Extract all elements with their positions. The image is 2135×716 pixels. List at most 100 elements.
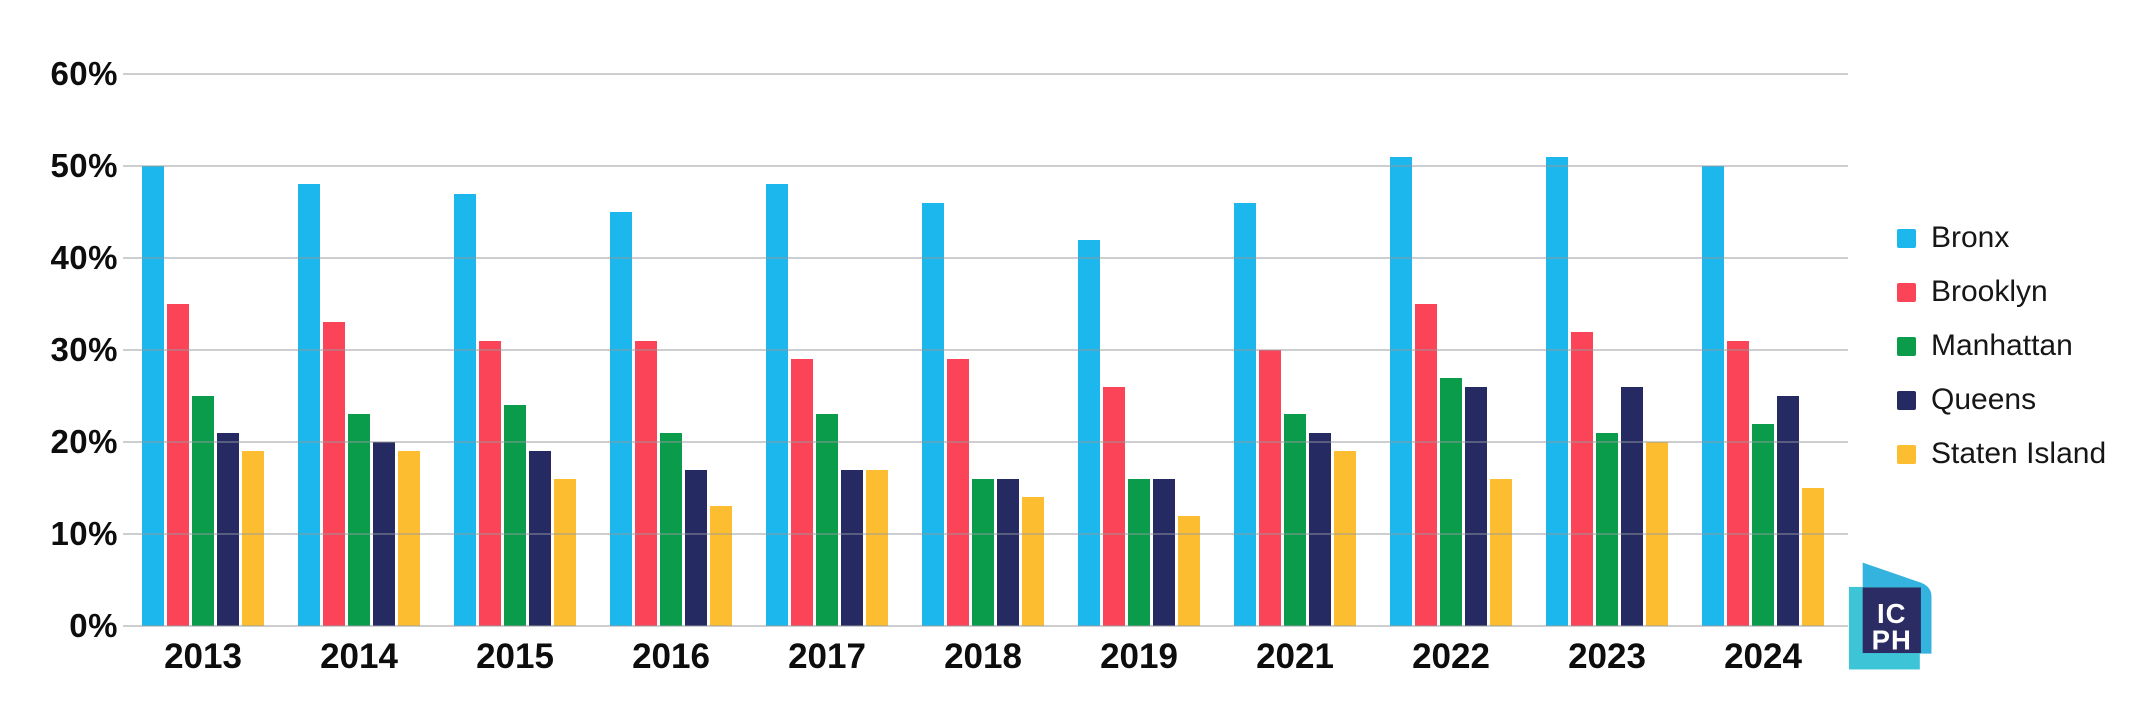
- bar-bronx: [1234, 202, 1256, 626]
- bar-brooklyn: [1727, 340, 1749, 626]
- bar-bronx: [922, 202, 944, 626]
- x-axis-label: 2014: [320, 637, 398, 676]
- legend-swatch-queens: [1897, 390, 1916, 410]
- gridline: [123, 349, 1848, 351]
- bar-manhattan: [1128, 478, 1150, 626]
- bar-manhattan: [348, 414, 370, 626]
- bar-staten-island: [710, 506, 732, 626]
- bar-bronx: [610, 212, 632, 626]
- bar-staten-island: [1646, 442, 1668, 626]
- logo-navy-square: [1862, 587, 1921, 654]
- legend-item-brooklyn: Brooklyn: [1897, 265, 2106, 319]
- bar-bronx: [298, 184, 320, 626]
- y-axis-label: 50%: [50, 147, 118, 184]
- bar-bronx: [1390, 156, 1412, 626]
- y-axis-label: 10%: [50, 515, 118, 552]
- bar-brooklyn: [479, 340, 501, 626]
- bar-brooklyn: [1103, 386, 1125, 626]
- bar-brooklyn: [1415, 304, 1437, 626]
- gridline: [123, 257, 1848, 259]
- bar-bronx: [1078, 239, 1100, 626]
- x-axis-label: 2023: [1568, 637, 1646, 676]
- y-axis-label: 0%: [69, 607, 118, 644]
- bar-queens: [217, 432, 239, 626]
- bar-queens: [841, 469, 863, 626]
- x-axis-label: 2017: [788, 637, 866, 676]
- legend-swatch-bronx: [1897, 228, 1916, 248]
- x-axis-label: 2022: [1412, 637, 1490, 676]
- bar-manhattan: [1596, 432, 1618, 626]
- bar-manhattan: [192, 396, 214, 626]
- legend-label: Staten Island: [1931, 437, 2107, 470]
- logo-text-line2: PH: [1872, 624, 1912, 655]
- bar-queens: [373, 442, 395, 626]
- legend-item-manhattan: Manhattan: [1897, 319, 2106, 373]
- gridline: [123, 625, 1848, 627]
- bar-staten-island: [1178, 515, 1200, 626]
- bar-queens: [997, 478, 1019, 626]
- bar-staten-island: [1022, 497, 1044, 626]
- bar-bronx: [1702, 166, 1724, 626]
- y-axis-label: 20%: [50, 423, 118, 460]
- gridline: [123, 165, 1848, 167]
- bar-staten-island: [1334, 451, 1356, 626]
- legend-item-queens: Queens: [1897, 373, 2106, 427]
- bar-manhattan: [504, 405, 526, 626]
- x-axis-label: 2015: [476, 637, 554, 676]
- bar-manhattan: [1440, 377, 1462, 626]
- bar-brooklyn: [323, 322, 345, 626]
- bar-bronx: [766, 184, 788, 626]
- x-axis-label: 2024: [1724, 637, 1802, 676]
- x-axis-label: 2019: [1100, 637, 1178, 676]
- legend-label: Manhattan: [1931, 329, 2073, 362]
- icph-logo: IC PH: [1848, 562, 1932, 670]
- legend-swatch-staten-island: [1897, 444, 1916, 464]
- bar-bronx: [1546, 156, 1568, 626]
- x-axis-label: 2013: [164, 637, 242, 676]
- bar-bronx: [454, 193, 476, 626]
- bar-queens: [1777, 396, 1799, 626]
- bar-queens: [1309, 432, 1331, 626]
- y-axis-label: 40%: [50, 239, 118, 276]
- bar-manhattan: [972, 478, 994, 626]
- legend-label: Bronx: [1931, 221, 2010, 254]
- y-axis-label: 60%: [50, 55, 118, 92]
- bar-brooklyn: [635, 340, 657, 626]
- bar-staten-island: [1490, 478, 1512, 626]
- bar-staten-island: [866, 469, 888, 626]
- bar-brooklyn: [791, 359, 813, 626]
- bar-staten-island: [398, 451, 420, 626]
- logo-text-line1: IC: [1877, 598, 1907, 629]
- x-axis-label: 2016: [632, 637, 710, 676]
- legend: Bronx Brooklyn Manhattan Queens Staten Islan…: [1897, 211, 2106, 481]
- x-axis-label: 2021: [1256, 637, 1334, 676]
- gridline: [123, 441, 1848, 443]
- gridline: [123, 533, 1848, 535]
- legend-label: Brooklyn: [1931, 275, 2048, 308]
- bar-manhattan: [816, 414, 838, 626]
- bar-staten-island: [242, 451, 264, 626]
- bar-bronx: [142, 166, 164, 626]
- bar-manhattan: [1284, 414, 1306, 626]
- bar-brooklyn: [947, 359, 969, 626]
- bar-brooklyn: [1571, 331, 1593, 626]
- legend-label: Queens: [1931, 383, 2037, 416]
- bar-queens: [1621, 386, 1643, 626]
- bar-queens: [1465, 386, 1487, 626]
- gridline: [123, 73, 1848, 75]
- bar-brooklyn: [167, 304, 189, 626]
- legend-item-bronx: Bronx: [1897, 211, 2106, 265]
- bar-queens: [1153, 478, 1175, 626]
- y-axis-label: 30%: [50, 331, 118, 368]
- bar-manhattan: [1752, 423, 1774, 626]
- bar-queens: [529, 451, 551, 626]
- legend-swatch-manhattan: [1897, 336, 1916, 356]
- bar-brooklyn: [1259, 350, 1281, 626]
- bar-queens: [685, 469, 707, 626]
- legend-swatch-brooklyn: [1897, 282, 1916, 302]
- bar-staten-island: [1802, 488, 1824, 626]
- bar-staten-island: [554, 478, 576, 626]
- bar-manhattan: [660, 432, 682, 626]
- legend-item-staten-island: Staten Island: [1897, 427, 2106, 481]
